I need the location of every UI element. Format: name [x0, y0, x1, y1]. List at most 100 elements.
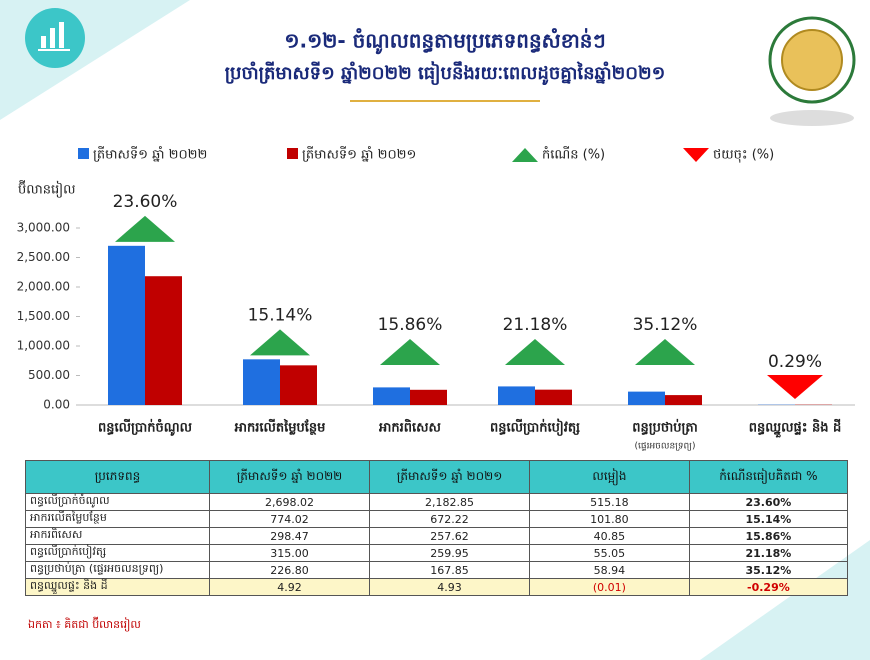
title: ១.១២- ចំណូលពន្ធតាមប្រភេទពន្ធសំខាន់ៗ	[284, 28, 605, 55]
table-cell: 35.12%	[688, 561, 849, 579]
table-cell: 55.05	[529, 544, 690, 562]
unit-note: ឯកតា ៖ គិតជា ប៊ីលានរៀល	[28, 618, 141, 631]
table-cell: អាករពិសេស	[25, 527, 210, 545]
table-cell: 257.62	[368, 527, 531, 545]
header-cell: ត្រីមាសទី១ ឆ្នាំ ២០២២	[208, 460, 371, 494]
table-cell: 23.60%	[688, 493, 849, 511]
icon-axis	[38, 49, 70, 51]
corner-decor	[0, 0, 190, 120]
table-cell: -0.29%	[688, 578, 849, 596]
legend-label: កំណើន (%)	[542, 146, 605, 163]
growth-label: 35.12%	[633, 315, 698, 335]
growth-label: 15.86%	[378, 315, 443, 335]
decline-marker	[767, 375, 823, 399]
table-cell: 58.94	[529, 561, 690, 579]
y-tick-label: 2,500.00	[17, 250, 70, 264]
table-cell: 167.85	[368, 561, 531, 579]
legend-label: ថយចុះ (%)	[713, 148, 774, 164]
icon-bar	[59, 22, 64, 48]
header-cell: ប្រភេទពន្ធ	[25, 460, 210, 494]
header-cell: លម្អៀង	[529, 460, 690, 494]
table-row: ពន្ធលើប្រាក់ចំណូល 2,698.02 2,182.85 515.18 2…	[25, 493, 849, 511]
growth-marker	[250, 329, 310, 356]
icon-bar	[50, 28, 55, 48]
y-tick-label: 1,000.00	[17, 339, 70, 353]
logo-shadow	[770, 110, 854, 126]
legend-down	[683, 148, 709, 162]
table-cell: អាករលើតម្លៃបន្ថែម	[25, 510, 210, 528]
legend-swatch	[78, 148, 89, 159]
table-cell: 4.92	[208, 578, 371, 596]
header-cell: ត្រីមាសទី១ ឆ្នាំ ២០២១	[368, 460, 531, 494]
y-tick-label: 0.00	[43, 398, 70, 412]
table-cell: 101.80	[529, 510, 690, 528]
x-tick-note: (ផ្ទេរអចលនទ្រព្យ)	[635, 442, 696, 452]
icon-bar	[41, 36, 46, 48]
table-cell: 259.95	[368, 544, 531, 562]
table-row: អាករលើតម្លៃបន្ថែម 774.02 672.22 101.80 15.14…	[25, 510, 849, 528]
table-cell: 515.18	[529, 493, 690, 511]
table-cell: 15.14%	[688, 510, 849, 528]
x-tick-label: ពន្ធឈ្នួលផ្ទះ និង ដី	[749, 419, 842, 438]
bar	[665, 395, 702, 405]
table-row: ពន្ធប្រថាប់ត្រា (ផ្ទេរអចលនទ្រព្យ) 226.80 1…	[25, 561, 849, 579]
y-tick-label: 500.00	[28, 368, 70, 382]
bar	[145, 276, 182, 405]
x-tick-label: ពន្ធប្រថាប់ត្រា	[632, 419, 698, 436]
table-cell: 298.47	[208, 527, 371, 545]
table-cell: 2,182.85	[368, 493, 531, 511]
y-tick-label: 1,500.00	[17, 309, 70, 323]
table-cell: ពន្ធលើប្រាក់ចំណូល	[25, 493, 210, 511]
table-cell: 226.80	[208, 561, 371, 579]
growth-label: 21.18%	[503, 315, 568, 335]
table-cell: 774.02	[208, 510, 371, 528]
bar	[410, 389, 447, 405]
subtitle: ប្រចាំត្រីមាសទី១ ឆ្នាំ២០២២ ធៀបនឹងរយៈពេលដ…	[225, 61, 666, 86]
table-row: ពន្ធលើប្រាក់បៀវត្ស 315.00 259.95 55.05 21.18…	[25, 544, 849, 562]
legend-label: ត្រីមាសទី១ ឆ្នាំ ២០២១	[302, 146, 416, 163]
y-axis-label: ប៊ីលានរៀល	[18, 180, 76, 199]
bar	[628, 391, 665, 405]
table-cell: ពន្ធលើប្រាក់បៀវត្ស	[25, 544, 210, 562]
bar	[373, 387, 410, 405]
y-tick-label: 3,000.00	[17, 221, 70, 235]
x-tick-label: អាករពិសេស	[378, 419, 442, 436]
table-cell: ពន្ធឈ្នួលផ្ទះ និង ដី	[25, 578, 210, 596]
table-cell: 2,698.02	[208, 493, 371, 511]
bar	[243, 359, 280, 405]
x-tick-label: ពន្ធលើប្រាក់ចំណូល	[98, 419, 193, 437]
table-row: អាករពិសេស 298.47 257.62 40.85 15.86%	[25, 527, 849, 545]
bar	[498, 386, 535, 405]
growth-label: 23.60%	[113, 192, 178, 212]
table-cell: (0.01)	[529, 578, 690, 596]
table-cell: 21.18%	[688, 544, 849, 562]
table-cell: ពន្ធប្រថាប់ត្រា (ផ្ទេរអចលនទ្រព្យ)	[25, 561, 210, 579]
decline-label: 0.29%	[768, 352, 822, 372]
table-row: ពន្ធឈ្នួលផ្ទះ និង ដី 4.92 4.93 (0.01) -0.29%	[25, 578, 849, 596]
legend-up	[512, 148, 538, 162]
header-cell: កំណើនធៀបគិតជា %	[688, 460, 849, 494]
y-tick-label: 2,000.00	[17, 280, 70, 294]
growth-label: 15.14%	[248, 305, 313, 325]
logo-inner	[781, 29, 843, 91]
x-tick-label: ពន្ធលើប្រាក់បៀវត្ស	[490, 419, 580, 437]
growth-marker	[635, 339, 695, 365]
data-table: ប្រភេទពន្ធ ត្រីមាសទី១ ឆ្នាំ ២០២២ ត្រីមាសទី…	[25, 460, 849, 596]
legend-swatch	[287, 148, 298, 159]
x-tick-label: អាករលើតម្លៃបន្ថែម	[234, 419, 326, 436]
table-cell: 315.00	[208, 544, 371, 562]
bar	[280, 365, 317, 405]
growth-marker	[505, 339, 565, 365]
bar	[535, 389, 572, 405]
legend-label: ត្រីមាសទី១ ឆ្នាំ ២០២២	[93, 146, 207, 163]
growth-marker	[380, 339, 440, 365]
table-cell: 15.86%	[688, 527, 849, 545]
table-cell: 672.22	[368, 510, 531, 528]
table-cell: 4.93	[368, 578, 531, 596]
header-row: ប្រភេទពន្ធ ត្រីមាសទី១ ឆ្នាំ ២០២២ ត្រីមាសទី…	[25, 460, 849, 494]
bar	[108, 245, 145, 405]
growth-marker	[115, 215, 175, 242]
table-cell: 40.85	[529, 527, 690, 545]
